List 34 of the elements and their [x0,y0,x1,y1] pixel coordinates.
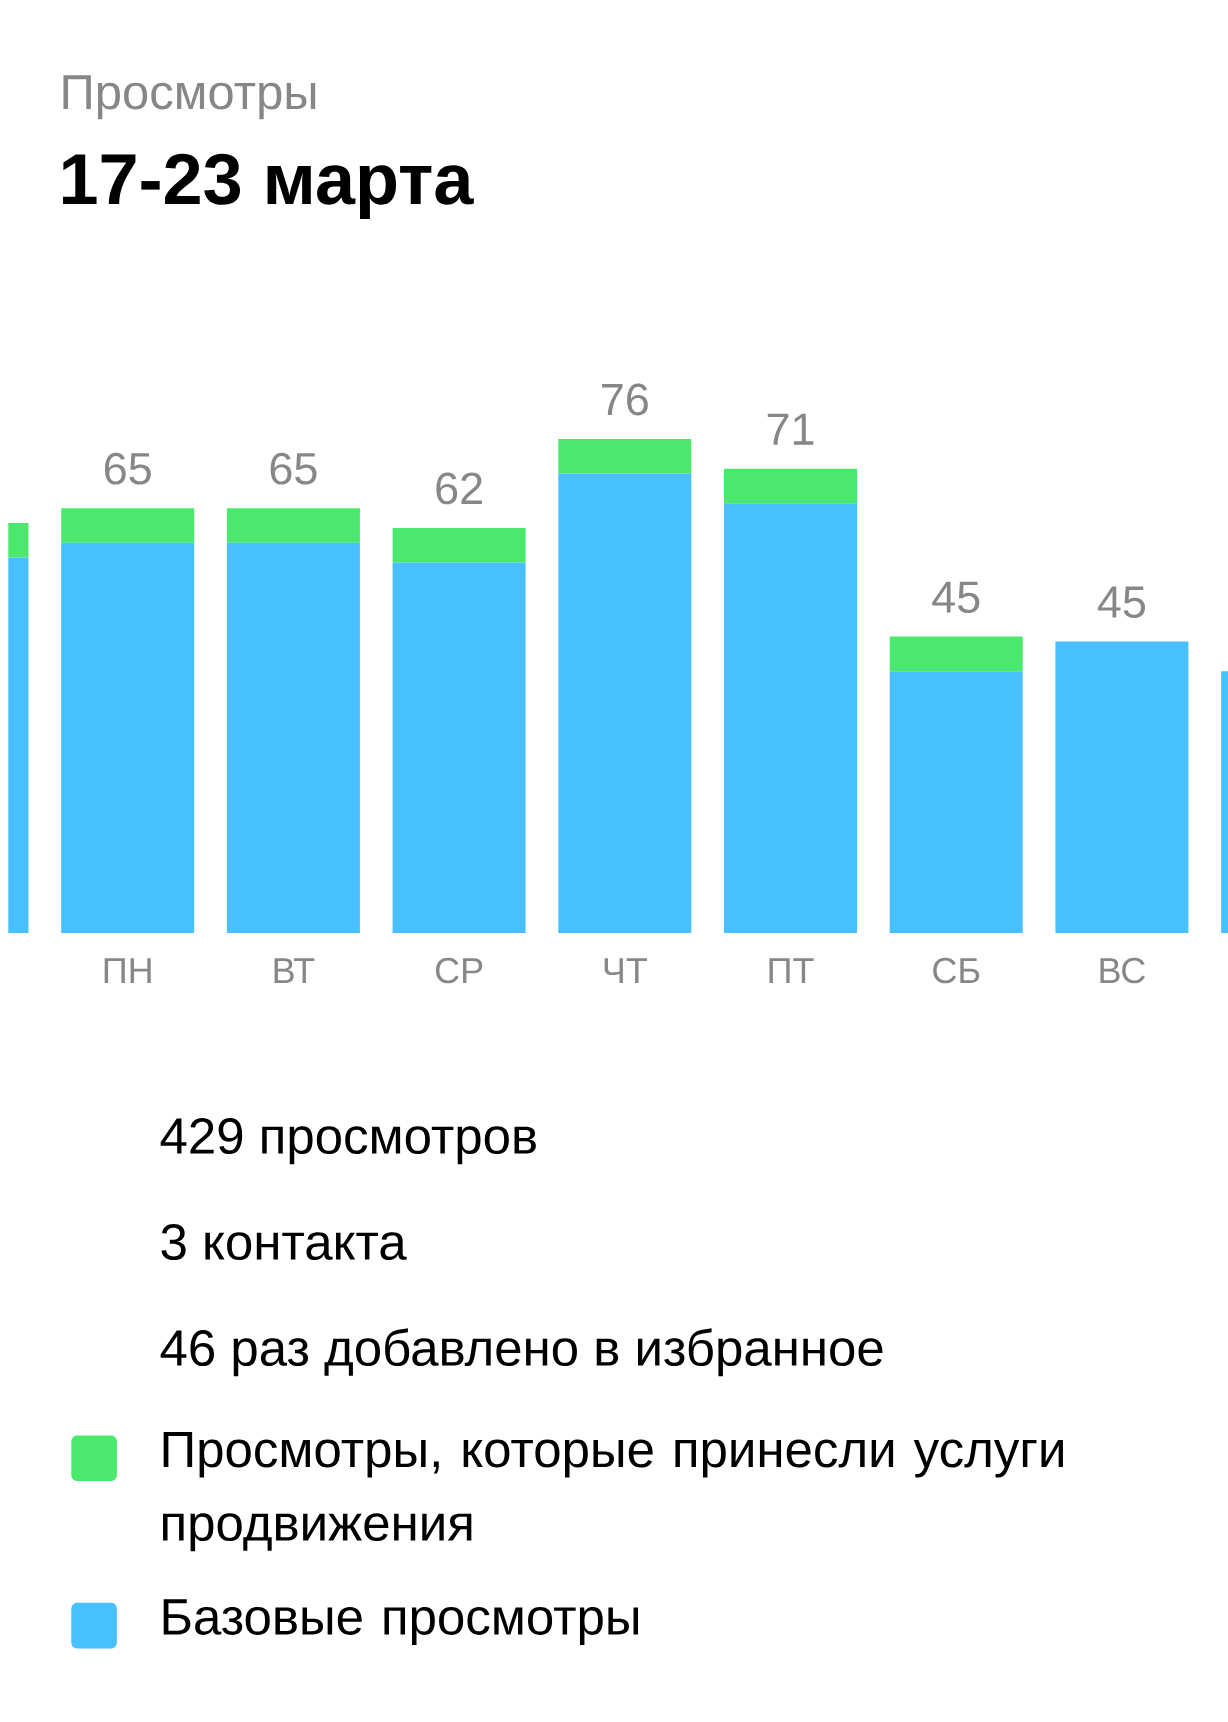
chart-subtitle: Просмотры [63,75,316,120]
x-tick-label: ПН [104,958,151,984]
bar [392,527,526,563]
x-tick-label: ВС [1100,957,1145,984]
annotation: 71 [767,413,814,445]
legend-label: Базовые просмотры [163,1599,638,1645]
bar [558,473,692,934]
x-tick-label: ВТ [274,958,315,984]
text: 429 просмотров [160,1118,536,1165]
bar [61,508,195,543]
x-tick-label: СБ [933,957,980,984]
text: 3 контакта [161,1224,407,1261]
bar [226,508,360,543]
chart-title: 17-23 марта [62,153,474,219]
bar [558,439,692,474]
annotation: 45 [932,581,980,614]
bar [226,542,360,934]
bar [889,636,1023,672]
bar [1055,641,1189,934]
bar [723,468,857,504]
annotation: 76 [601,383,648,416]
x-tick-label: СР [435,957,483,984]
x-tick-label: ПТ [769,958,814,984]
bar [392,562,526,934]
bar [723,503,857,934]
annotation: 65 [104,452,151,485]
legend-label: Просмотры, которые принесли услуги продвижения [162,1431,1063,1552]
bar [889,671,1023,934]
annotation: 62 [436,472,482,505]
annotation: 45 [1097,586,1145,618]
bar [61,542,195,934]
x-tick-label: ЧТ [604,958,647,984]
text: 46 раз добавлено в избранное [160,1328,883,1377]
annotation: 65 [270,452,317,485]
